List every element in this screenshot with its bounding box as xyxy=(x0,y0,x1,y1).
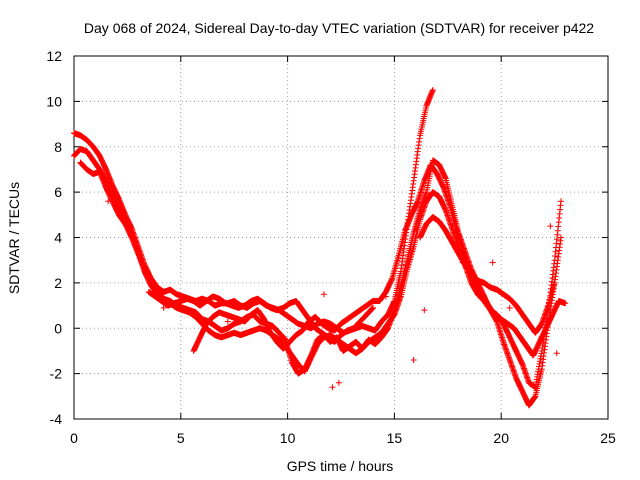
axis-ticks xyxy=(73,55,609,420)
data-point xyxy=(558,234,565,241)
y-tick-label: 2 xyxy=(54,275,62,291)
y-tick-label: 6 xyxy=(54,184,62,200)
data-points xyxy=(71,87,569,409)
x-tick-label: 0 xyxy=(70,430,78,446)
x-tick-label: 15 xyxy=(387,430,403,446)
data-point xyxy=(429,87,436,94)
y-tick-label: 10 xyxy=(46,93,62,109)
y-tick-label: -2 xyxy=(50,366,63,382)
y-tick-labels: -4 -2 0 2 4 6 8 10 12 xyxy=(46,48,62,427)
x-tick-labels: 0 5 10 15 20 25 xyxy=(70,430,616,446)
y-tick-label: -4 xyxy=(50,411,63,427)
grid-lines xyxy=(74,56,608,419)
chart-title: Day 068 of 2024, Sidereal Day-to-day VTE… xyxy=(84,20,594,36)
y-tick-label: 12 xyxy=(46,48,62,64)
y-tick-label: 0 xyxy=(54,320,62,336)
x-tick-label: 10 xyxy=(280,430,296,446)
x-tick-label: 20 xyxy=(493,430,509,446)
y-tick-label: 8 xyxy=(54,139,62,155)
y-axis-label: SDTVAR / TECUs xyxy=(6,182,22,294)
y-tick-label: 4 xyxy=(54,230,62,246)
x-tick-label: 5 xyxy=(177,430,185,446)
x-axis-label: GPS time / hours xyxy=(287,458,394,474)
x-tick-label: 25 xyxy=(600,430,616,446)
